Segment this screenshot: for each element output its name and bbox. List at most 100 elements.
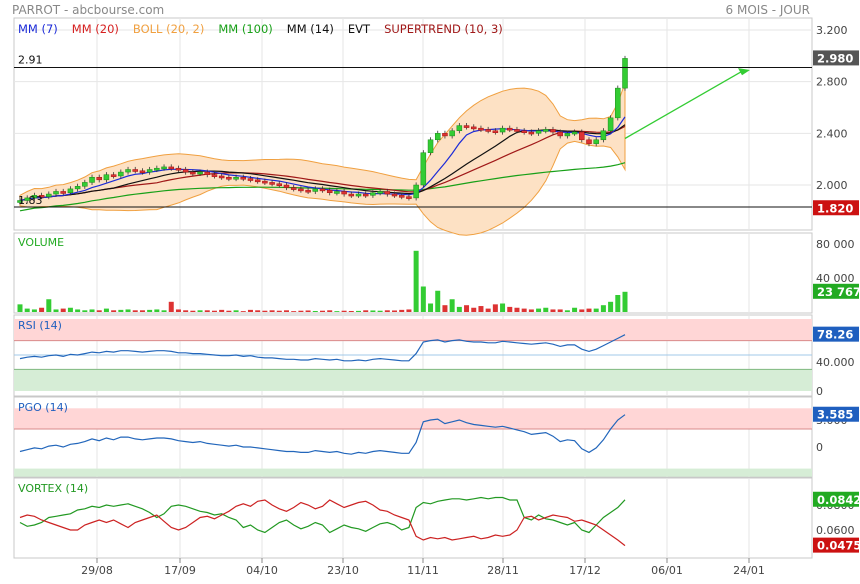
legend-item: BOLL (20, 2)	[133, 22, 204, 36]
volume-bar	[377, 310, 383, 312]
candle	[82, 182, 88, 187]
candle	[110, 174, 117, 177]
candle	[362, 193, 369, 197]
candle	[434, 133, 441, 141]
candle	[168, 166, 174, 170]
candle	[31, 195, 38, 199]
candle	[564, 133, 571, 137]
volume-bar	[262, 310, 268, 312]
x-tick-label: 06/01	[651, 564, 683, 577]
trend-arrow-head	[738, 68, 750, 76]
volume-bar	[608, 301, 614, 312]
volume-bar	[17, 304, 23, 312]
vortex-tick-label: 0.0600	[816, 524, 855, 537]
pgo-title: PGO (14)	[18, 401, 68, 414]
volume-bar	[111, 310, 117, 312]
bollinger-band-area	[19, 83, 626, 236]
candle	[557, 131, 563, 137]
volume-bar	[622, 291, 628, 312]
candle	[579, 131, 585, 141]
legend-item: EVT	[348, 22, 371, 36]
candle	[528, 131, 535, 135]
x-tick-label: 11/11	[407, 564, 439, 577]
volume-bar	[312, 310, 318, 312]
candle	[46, 193, 52, 197]
candle	[197, 171, 203, 175]
candle	[276, 183, 283, 186]
x-axis: 29/08 17/09 04/10 23/10 11/11 28/11 17/12 06/01…	[81, 558, 765, 577]
volume-bar	[139, 310, 145, 312]
high-level-label: 2.91	[18, 53, 43, 66]
candle	[600, 130, 607, 141]
volume-bar	[46, 299, 52, 312]
legend-item: MM (14)	[287, 22, 334, 36]
volume-bar	[521, 308, 527, 312]
volume-bar	[564, 310, 570, 312]
candle	[593, 139, 599, 144]
candle	[218, 175, 225, 179]
candle	[161, 166, 167, 170]
volume-bar	[305, 310, 311, 312]
price-tick-label: 2.800	[816, 76, 848, 89]
volume-bar	[204, 310, 210, 312]
volume-bar	[586, 308, 592, 312]
candle	[298, 188, 304, 192]
candle	[182, 169, 189, 173]
volume-bar	[255, 310, 261, 312]
candle	[398, 195, 405, 198]
candle	[262, 180, 268, 184]
volume-bar	[492, 304, 498, 312]
legend-item: MM (100)	[218, 22, 272, 36]
candle	[146, 169, 153, 173]
candle	[60, 191, 66, 194]
rsi-tick-label: 0	[816, 385, 823, 398]
candle	[334, 191, 340, 194]
volume-bar	[183, 310, 189, 312]
candle	[290, 187, 297, 190]
price-tick-label: 2.400	[816, 127, 848, 140]
last-price-badge-bg	[813, 50, 859, 66]
volume-bar	[406, 309, 412, 312]
candle	[67, 188, 74, 193]
vortex-minus-badge-bg	[813, 537, 859, 553]
candle	[550, 129, 556, 133]
price-tick-label: 3.200	[816, 24, 848, 37]
candle	[132, 169, 138, 172]
candle	[391, 193, 398, 197]
x-tick-label: 23/10	[327, 564, 359, 577]
candle	[283, 184, 290, 188]
bollinger-bands	[19, 83, 626, 236]
candle	[492, 130, 499, 133]
candle	[175, 167, 182, 171]
candle	[312, 188, 319, 192]
volume-bar	[291, 311, 297, 312]
volume-bar	[211, 310, 217, 312]
candle	[341, 191, 347, 195]
price-tick-label: 2.000	[816, 179, 848, 192]
candle	[74, 186, 81, 190]
volume-bar	[384, 310, 390, 312]
rsi-oversold-zone	[14, 369, 812, 391]
volume-bar	[269, 310, 275, 312]
candle	[96, 177, 102, 181]
x-tick-label: 17/12	[569, 564, 601, 577]
volume-bar	[31, 309, 37, 312]
volume-bar	[168, 301, 174, 312]
candle	[103, 174, 110, 181]
rsi-overbought-zone	[14, 319, 812, 341]
legend-item: MM (20)	[72, 22, 119, 36]
candle	[586, 139, 592, 144]
chart-title: PARROT - abcbourse.com	[12, 3, 164, 17]
vortex-panel	[13, 477, 813, 559]
volume-bar	[82, 310, 88, 312]
x-tick-label: 29/08	[81, 564, 113, 577]
candle	[456, 125, 463, 132]
legend: MM (7) MM (20) BOLL (20, 2) MM (100) MM (14)…	[18, 22, 503, 36]
vortex-minus-line	[19, 499, 626, 547]
candle	[305, 189, 311, 193]
candle	[17, 200, 23, 203]
volume-bar	[507, 306, 513, 312]
volume-bar	[572, 307, 578, 312]
